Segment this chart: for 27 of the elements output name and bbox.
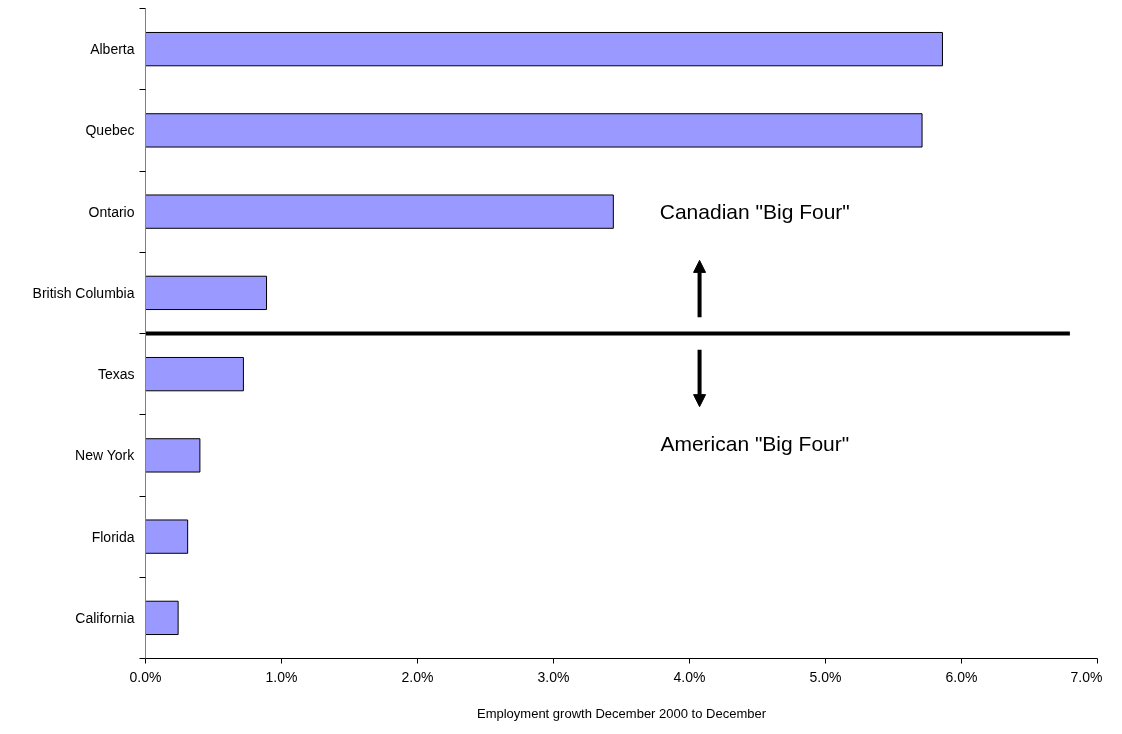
- bar: [145, 438, 201, 473]
- bar: [145, 194, 614, 229]
- y-tick-label: Ontario: [88, 203, 135, 220]
- y-tick-label: British Columbia: [32, 284, 135, 301]
- bar: [145, 275, 268, 311]
- x-tick-label: 1.0%: [265, 668, 298, 685]
- y-tick-label: New York: [75, 447, 136, 464]
- x-tick-label: 7.0%: [1070, 668, 1103, 685]
- x-tick-label: 3.0%: [537, 668, 570, 685]
- y-tick-label: Florida: [91, 528, 135, 545]
- bar: [145, 519, 189, 554]
- y-tick-label: Alberta: [90, 41, 135, 58]
- y-tick-label: Quebec: [85, 122, 135, 139]
- x-tick-label: 6.0%: [945, 668, 978, 685]
- bar: [145, 113, 923, 148]
- x-tick-label: 5.0%: [809, 668, 842, 685]
- annotation: American "Big Four": [660, 431, 850, 455]
- y-tick-label: California: [75, 609, 135, 626]
- annotation: Canadian "Big Four": [659, 200, 850, 224]
- bar: [145, 356, 244, 392]
- x-tick-label: 2.0%: [401, 668, 434, 685]
- x-axis-title: Employment growth December 2000 to December: [476, 705, 767, 721]
- x-tick-label: 0.0%: [129, 668, 162, 685]
- bar: [145, 600, 179, 636]
- x-tick-label: 4.0%: [673, 668, 706, 685]
- y-tick-label: Texas: [97, 366, 135, 383]
- bar: [145, 31, 943, 67]
